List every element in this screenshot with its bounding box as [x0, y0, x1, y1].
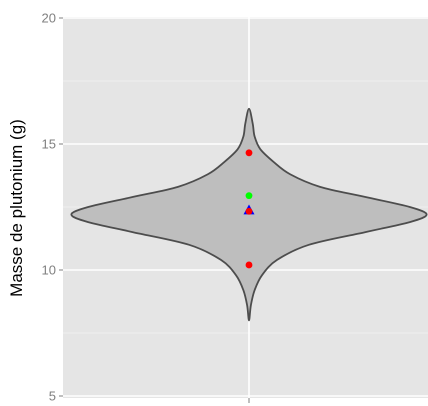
point-circle [245, 261, 253, 269]
point-circle [245, 207, 253, 215]
summary-points [243, 149, 255, 269]
y-tick-label: 10 [42, 263, 56, 278]
axes: 5 10 15 20 [42, 11, 250, 404]
point-circle [245, 149, 253, 157]
y-tick-label: 5 [49, 389, 56, 404]
y-axis-label: Masse de plutonium (g) [7, 119, 26, 297]
y-tick-label: 20 [42, 11, 56, 26]
point-circle [245, 192, 253, 200]
y-tick-label: 15 [42, 137, 56, 152]
